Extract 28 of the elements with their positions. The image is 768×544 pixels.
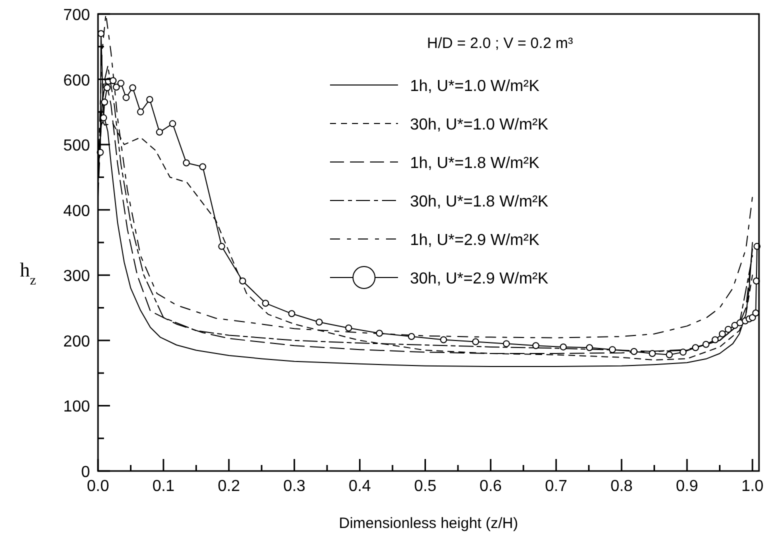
y-tick-label: 0 xyxy=(81,464,90,481)
x-tick-label: 0.8 xyxy=(610,478,633,495)
x-tick-label: 1.0 xyxy=(741,478,764,495)
legend-label: 1h, U*=2.9 W/m²K xyxy=(410,232,540,249)
x-tick-label: 0.3 xyxy=(283,478,306,495)
y-tick-label: 400 xyxy=(63,202,90,220)
x-tick-label: 0.5 xyxy=(414,478,436,495)
text: H/D = 2.0 ; V = 0.2 m³ xyxy=(427,35,573,52)
legend-label: 30h, U*=1.0 W/m²K xyxy=(410,116,549,134)
y-tick-label: 600 xyxy=(63,72,90,90)
x-axis-title: Dimensionless height (z/H) xyxy=(338,515,518,532)
legend-label: 30h, U*=1.8 W/m²K xyxy=(410,194,549,210)
legend-label: 1h, U*=1.0 W/m²K xyxy=(410,78,540,95)
y-tick-label: 700 xyxy=(63,7,90,24)
x-tick-label: 0.7 xyxy=(544,478,568,495)
y-tick-label: 100 xyxy=(63,398,90,416)
x-tick-label: 0.0 xyxy=(86,478,110,495)
legend-label: 1h, U*=1.8 W/m²K xyxy=(410,155,540,172)
y-axis-title: h$_{z}$ xyxy=(20,260,36,288)
y-tick-label: 500 xyxy=(63,138,90,155)
legend-label: 30h, U*=2.9 W/m²K xyxy=(410,270,549,288)
x-tick-label: 0.2 xyxy=(218,478,240,495)
x-tick-label: 0.1 xyxy=(152,478,175,495)
x-tick-label: 0.4 xyxy=(348,478,371,495)
y-tick-label: 300 xyxy=(63,268,90,286)
x-tick-label: 0.9 xyxy=(676,478,698,495)
y-tick-label: 200 xyxy=(63,333,90,350)
x-tick-label: 0.6 xyxy=(480,478,502,495)
